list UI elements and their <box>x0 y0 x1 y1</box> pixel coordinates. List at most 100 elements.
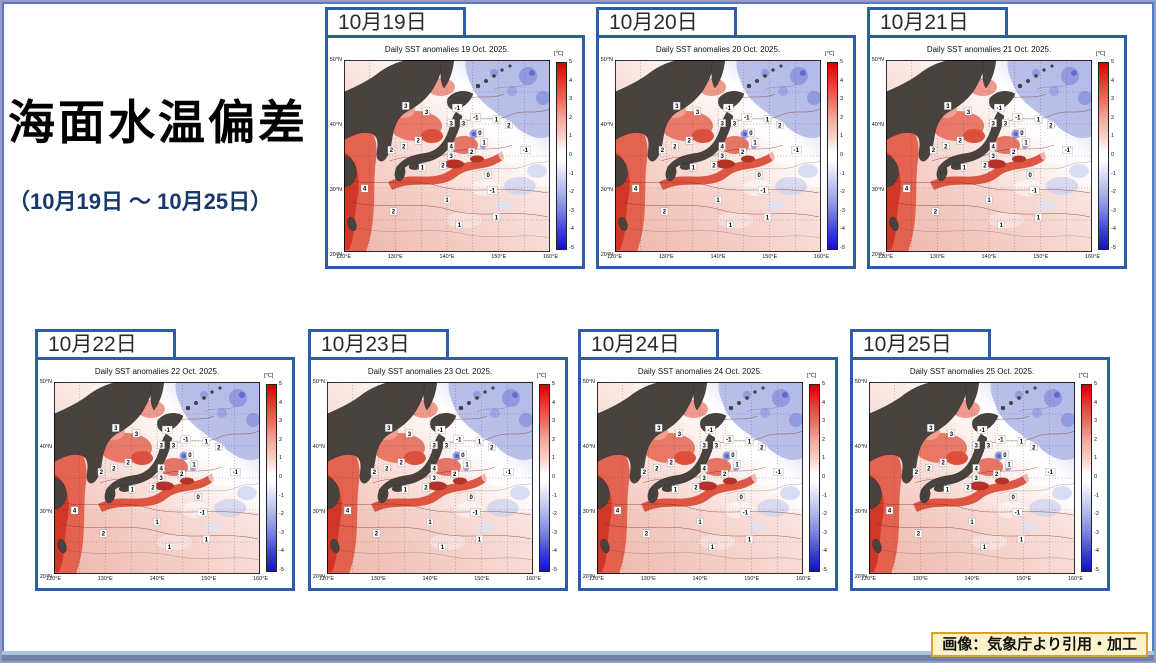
svg-text:-1: -1 <box>761 189 767 195</box>
date-label-text: 10月25日 <box>863 333 952 356</box>
tick-label: -3 <box>840 207 845 214</box>
tick-label: 130°E <box>640 576 656 582</box>
tick-label: 0 <box>840 151 844 158</box>
svg-text:3: 3 <box>720 121 724 127</box>
svg-text:-1: -1 <box>455 106 461 112</box>
svg-text:1: 1 <box>192 463 196 469</box>
tick-label: -5 <box>279 566 284 573</box>
svg-text:0: 0 <box>478 131 482 137</box>
svg-text:1: 1 <box>478 440 482 446</box>
tick-label: 130°E <box>658 254 674 260</box>
svg-text:-1: -1 <box>1032 189 1038 195</box>
svg-text:4: 4 <box>888 509 892 515</box>
svg-text:0: 0 <box>1020 131 1024 137</box>
tick-label: -2 <box>279 511 284 518</box>
colorbar <box>827 62 838 250</box>
svg-text:1: 1 <box>205 537 209 543</box>
svg-text:2: 2 <box>102 532 106 538</box>
svg-text:-1: -1 <box>233 470 239 476</box>
svg-text:2: 2 <box>645 532 649 538</box>
lon-axis-labels: 120°E 130°E 140°E 150°E 160°E <box>607 254 829 260</box>
svg-text:3: 3 <box>950 432 954 438</box>
svg-text:0: 0 <box>758 173 762 179</box>
svg-text:2: 2 <box>490 445 494 451</box>
svg-text:0: 0 <box>1012 495 1016 501</box>
svg-text:2: 2 <box>741 150 745 156</box>
svg-text:3: 3 <box>929 426 933 432</box>
svg-text:4: 4 <box>905 187 909 193</box>
svg-text:3: 3 <box>967 110 971 116</box>
svg-text:2: 2 <box>470 150 474 156</box>
svg-text:3: 3 <box>675 104 679 110</box>
svg-text:2: 2 <box>151 486 155 492</box>
svg-text:1: 1 <box>1037 118 1041 124</box>
tick-label: 20°N <box>871 252 884 258</box>
colorbar <box>809 384 820 572</box>
svg-text:2: 2 <box>126 461 130 467</box>
svg-text:1: 1 <box>445 198 449 204</box>
svg-text:3: 3 <box>702 443 706 449</box>
svg-text:0: 0 <box>731 453 735 459</box>
svg-text:2: 2 <box>373 470 377 476</box>
svg-text:1: 1 <box>1020 537 1024 543</box>
svg-text:3: 3 <box>159 476 163 482</box>
svg-text:3: 3 <box>387 426 391 432</box>
lon-axis-labels: 120°E 130°E 140°E 150°E 160°E <box>878 254 1100 260</box>
svg-text:2: 2 <box>655 466 659 472</box>
svg-text:4: 4 <box>346 509 350 515</box>
svg-text:0: 0 <box>740 495 744 501</box>
tick-label: -4 <box>569 226 574 233</box>
tick-label: 50°N <box>600 57 613 63</box>
sst-map-image: 3 3 -1 3 3 -1 1 2 0 1 2 2 2 4 3 2 -1 1 2 0 4 -1 1 2 1 1 <box>869 382 1075 574</box>
svg-text:2: 2 <box>424 486 428 492</box>
tick-label: 150°E <box>1033 254 1049 260</box>
svg-text:1: 1 <box>748 440 752 446</box>
tick-label: 4 <box>1094 399 1098 406</box>
tick-label: 150°E <box>762 254 778 260</box>
svg-text:2: 2 <box>669 461 673 467</box>
tick-label: -5 <box>1111 244 1116 251</box>
svg-text:3: 3 <box>974 476 978 482</box>
tick-label: 20°N <box>600 252 613 258</box>
svg-text:-1: -1 <box>490 189 496 195</box>
tick-label: -3 <box>1111 207 1116 214</box>
tick-label: -3 <box>822 529 827 536</box>
svg-text:1: 1 <box>421 166 425 172</box>
tick-label: 30°N <box>600 187 613 193</box>
tick-label: 3 <box>822 418 826 425</box>
tick-label: 120°E <box>607 254 623 260</box>
svg-text:0: 0 <box>749 131 753 137</box>
tick-label: 50°N <box>582 379 595 385</box>
svg-text:2: 2 <box>694 486 698 492</box>
svg-text:4: 4 <box>159 466 163 472</box>
svg-text:2: 2 <box>1049 123 1053 129</box>
tick-label: 3 <box>840 96 844 103</box>
date-label: 10月21日 <box>867 7 1008 38</box>
svg-text:1: 1 <box>428 520 432 526</box>
panel-oct23: 10月23日 Daily SST anomalies 23 Oct. 2025.… <box>308 329 568 591</box>
tick-label: 20°N <box>312 574 325 580</box>
tick-label: 3 <box>279 418 283 425</box>
sst-map-panel: Daily SST anomalies 20 Oct. 2025. 50°N 40… <box>596 35 856 269</box>
svg-text:1: 1 <box>131 488 135 494</box>
svg-text:1: 1 <box>970 520 974 526</box>
tick-label: 3 <box>569 96 573 103</box>
tick-label: 20°N <box>329 252 342 258</box>
svg-text:1: 1 <box>1020 440 1024 446</box>
tick-label: 50°N <box>312 379 325 385</box>
tick-label: 160°E <box>1067 576 1083 582</box>
svg-text:2: 2 <box>663 210 667 216</box>
sst-map-image: 3 3 -1 3 3 -1 1 2 0 1 2 2 2 4 3 2 -1 1 2 0 4 -1 1 2 1 1 <box>54 382 260 574</box>
tick-label: 3 <box>1111 96 1115 103</box>
tick-label: 140°E <box>692 576 708 582</box>
svg-text:3: 3 <box>408 432 412 438</box>
tick-label: 140°E <box>710 254 726 260</box>
tick-label: -1 <box>822 492 827 499</box>
tick-label: 40°N <box>871 122 884 128</box>
tick-label: -1 <box>569 170 574 177</box>
tick-label: 4 <box>552 399 556 406</box>
svg-text:2: 2 <box>673 144 677 150</box>
svg-text:3: 3 <box>991 121 995 127</box>
colorbar <box>266 384 277 572</box>
tick-label: 30°N <box>871 187 884 193</box>
